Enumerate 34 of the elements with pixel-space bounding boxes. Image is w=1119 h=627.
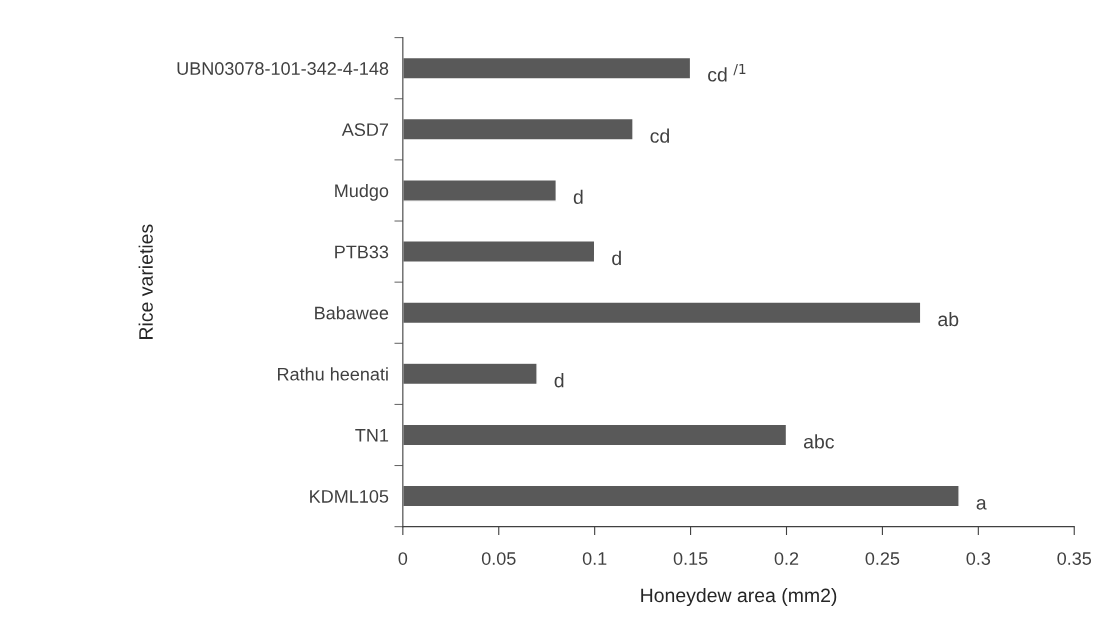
bar xyxy=(402,117,634,141)
bar xyxy=(402,423,788,447)
x-tick-label: 0.2 xyxy=(774,552,799,565)
y-tick-label: KDML105 xyxy=(310,490,389,503)
annotation: cd xyxy=(650,128,669,143)
x-tick-label: 0.05 xyxy=(481,552,516,565)
bar xyxy=(402,179,557,202)
y-tick-label: TN1 xyxy=(355,429,389,442)
y-tick-label: Babawee xyxy=(315,306,389,320)
y-axis-title: Rice varieties xyxy=(138,224,153,339)
annotation: ab xyxy=(938,311,959,327)
bar xyxy=(402,301,922,325)
y-tick-label: Mudgo xyxy=(335,183,389,201)
bar xyxy=(402,56,692,80)
annotation: cd $^{/1}$ xyxy=(708,64,746,82)
bar xyxy=(402,484,960,508)
y-tick-label: Rathu heenati xyxy=(278,367,388,381)
y-tick-label: PTB33 xyxy=(335,245,389,259)
x-tick-label: 0.25 xyxy=(865,552,900,565)
annotation: d xyxy=(554,373,564,388)
x-tick-label: 0 xyxy=(398,552,408,565)
bar xyxy=(402,240,596,263)
x-tick-label: 0.35 xyxy=(1057,552,1092,565)
y-tick-label: UBN03078-101-342-4-148 xyxy=(177,62,389,75)
x-axis-title: Honeydew area (mm2) xyxy=(641,587,837,607)
annotation: d xyxy=(573,189,583,204)
x-tick-label: 0.1 xyxy=(582,552,607,565)
x-tick-label: 0.15 xyxy=(673,552,708,565)
annotation: d xyxy=(612,250,621,266)
bar xyxy=(402,362,538,386)
annotation: abc xyxy=(803,434,834,449)
y-tick-label: ASD7 xyxy=(341,123,389,137)
x-tick-label: 0.3 xyxy=(966,552,991,565)
annotation: a xyxy=(976,499,987,510)
